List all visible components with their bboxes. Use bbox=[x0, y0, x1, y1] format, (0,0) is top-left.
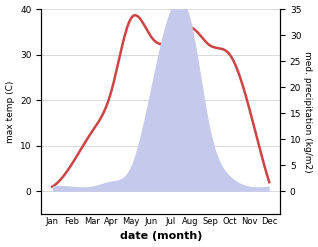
X-axis label: date (month): date (month) bbox=[120, 231, 202, 242]
Y-axis label: max temp (C): max temp (C) bbox=[5, 80, 15, 143]
Y-axis label: med. precipitation (kg/m2): med. precipitation (kg/m2) bbox=[303, 51, 313, 172]
